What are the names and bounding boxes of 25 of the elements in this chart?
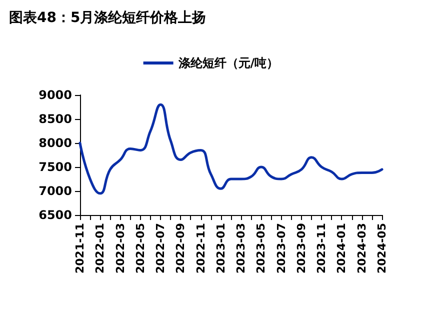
- x-tick-label: 2023-03: [234, 223, 248, 274]
- x-tick-label: 2023-09: [294, 223, 308, 274]
- x-tick-label: 2022-01: [94, 223, 107, 274]
- chart-title: 图表48：5月涤纶短纤价格上扬: [9, 10, 206, 26]
- x-tick-label: 2022-03: [114, 223, 127, 274]
- y-tick-label: 8500: [38, 112, 72, 126]
- x-tick-label: 2023-11: [315, 223, 328, 274]
- legend-label: 涤纶短纤（元/吨）: [177, 56, 279, 70]
- x-tick-label: 2023-05: [254, 223, 268, 274]
- x-tick-label: 2021-11: [74, 223, 86, 274]
- x-tick-label: 2022-11: [194, 223, 208, 274]
- y-tick-label: 7000: [38, 184, 72, 198]
- x-tick-label: 2023-01: [214, 223, 228, 274]
- x-tick-label: 2023-07: [274, 223, 288, 274]
- line-series: [78, 103, 384, 195]
- x-tick-label: 2024-01: [335, 223, 348, 274]
- y-tick-label: 8000: [38, 136, 72, 150]
- y-tick-label: 7500: [38, 160, 72, 174]
- y-tick-label: 9000: [38, 88, 72, 102]
- x-tick-label: 2022-05: [134, 223, 147, 274]
- x-tick-label: 2022-07: [154, 223, 168, 274]
- x-tick-label: 2024-03: [355, 223, 368, 274]
- y-tick-label: 6500: [38, 208, 72, 222]
- x-tick-label: 2022-09: [174, 223, 188, 274]
- x-tick-label: 2024-05: [376, 223, 388, 274]
